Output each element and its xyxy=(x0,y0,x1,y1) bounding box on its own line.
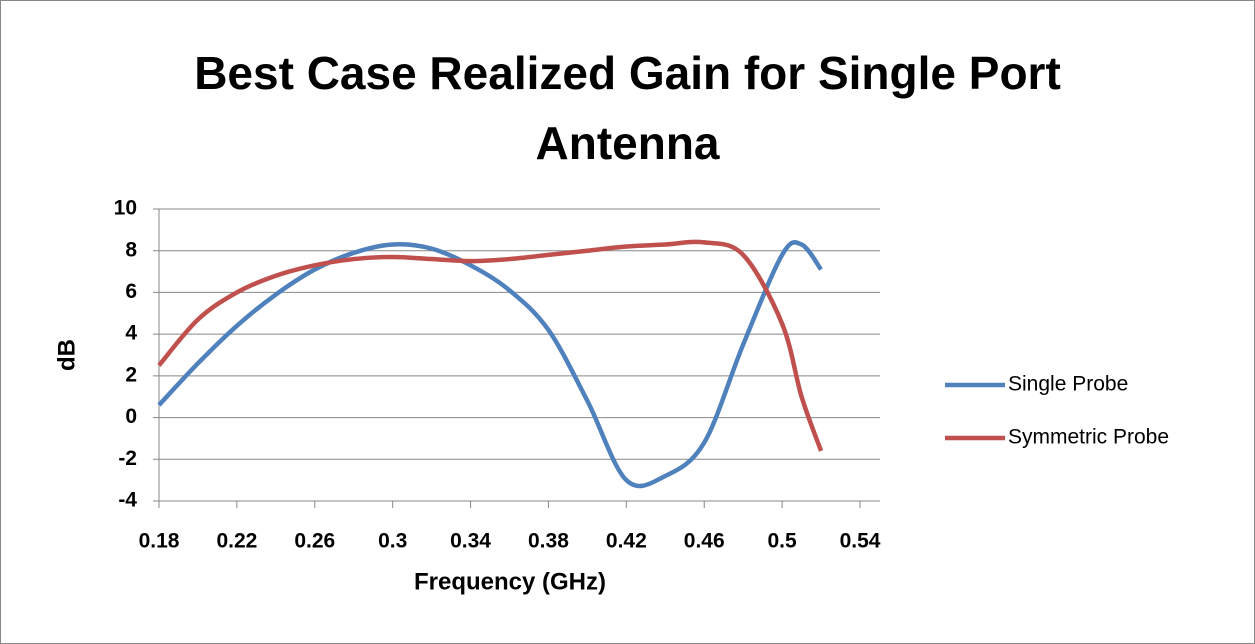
y-tick-label: 2 xyxy=(125,363,137,386)
y-tick-label: 0 xyxy=(125,405,137,428)
y-tick-label: -2 xyxy=(118,447,137,470)
x-tick-label: 0.18 xyxy=(139,530,180,553)
y-axis-label: dB xyxy=(53,339,80,371)
y-tick-label: -4 xyxy=(118,489,137,512)
series-line xyxy=(157,240,823,489)
series-line xyxy=(157,239,824,452)
x-tick-label: 0.5 xyxy=(768,530,798,553)
y-tick-label: 4 xyxy=(125,322,137,345)
y-tick-label: 10 xyxy=(114,197,137,220)
x-tick-label: 0.26 xyxy=(294,530,335,553)
x-tick-label: 0.46 xyxy=(684,530,725,553)
x-tick-label: 0.38 xyxy=(528,530,569,553)
x-tick-label: 0.54 xyxy=(840,530,881,553)
legend-label: Symmetric Probe xyxy=(1008,426,1169,449)
y-tick-label: 6 xyxy=(125,280,137,303)
legend-label: Single Probe xyxy=(1008,373,1128,396)
chart-title: Best Case Realized Gain for Single Port … xyxy=(194,47,1061,169)
y-tick-label: 8 xyxy=(125,238,137,261)
x-tick-label: 0.3 xyxy=(378,530,407,553)
x-tick-label: 0.42 xyxy=(606,530,647,553)
x-tick-label: 0.22 xyxy=(216,530,257,553)
x-axis-label: Frequency (GHz) xyxy=(414,568,606,595)
x-tick-label: 0.34 xyxy=(450,530,491,553)
